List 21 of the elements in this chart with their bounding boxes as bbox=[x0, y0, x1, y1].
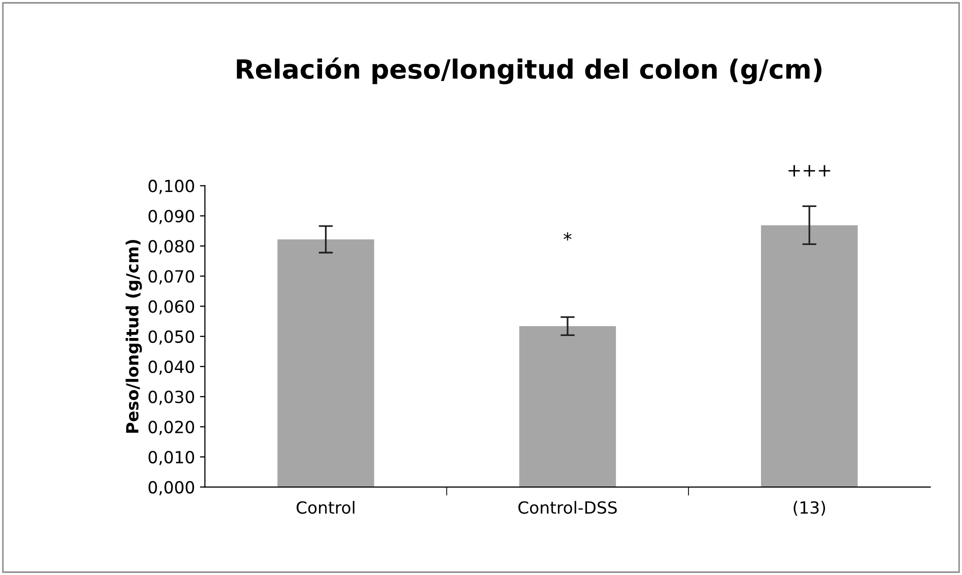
bar bbox=[277, 239, 374, 488]
y-tick-label: 0,100 bbox=[148, 180, 194, 194]
y-tick-label: 0,020 bbox=[148, 420, 194, 436]
y-tick-label: 0,060 bbox=[148, 300, 194, 315]
y-tick-label: 0,040 bbox=[148, 360, 194, 375]
bar bbox=[519, 326, 616, 488]
y-tick-label: 0,080 bbox=[148, 240, 194, 254]
chart-title: Relación peso/longitud del colon (g/cm) bbox=[236, 58, 822, 84]
bar bbox=[761, 225, 858, 488]
y-axis-title: Peso/longitud (g/cm) bbox=[126, 240, 142, 433]
y-tick-label: 0,070 bbox=[148, 270, 194, 284]
x-tick-label: Control bbox=[296, 500, 354, 514]
y-tick-label: 0,090 bbox=[148, 210, 194, 224]
y-tick-label: 0,010 bbox=[148, 450, 194, 466]
y-tick-label: 0,050 bbox=[148, 330, 194, 345]
y-tick-label: 0,030 bbox=[148, 390, 194, 405]
annotation: * bbox=[564, 232, 572, 241]
y-tick-label: 0,000 bbox=[148, 480, 194, 496]
x-tick-label: (13) bbox=[794, 500, 826, 516]
x-tick-label: Control-DSS bbox=[518, 500, 617, 514]
text: +++ bbox=[788, 165, 830, 176]
